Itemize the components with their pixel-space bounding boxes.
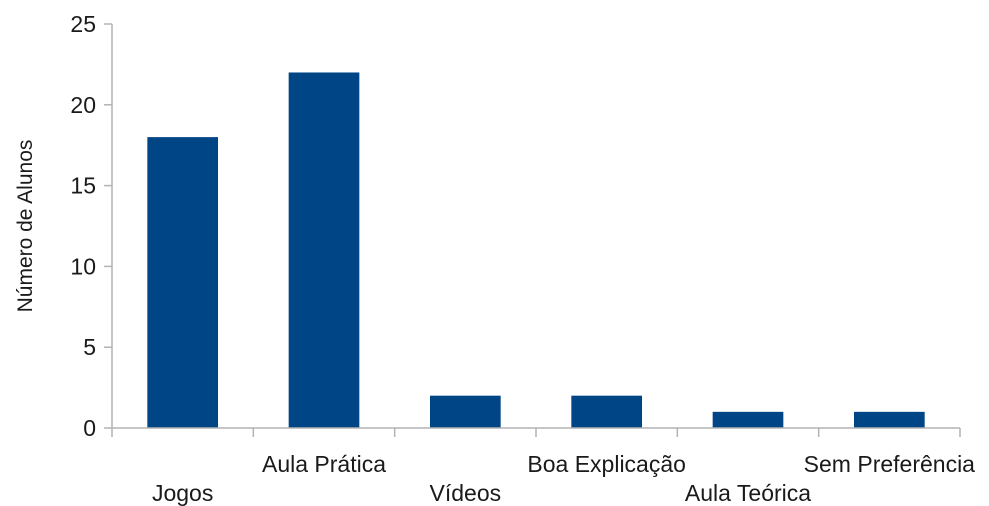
y-tick-label: 20 xyxy=(70,92,96,118)
y-axis-ticks xyxy=(104,23,112,429)
x-category-label: Boa Explicação xyxy=(527,451,686,477)
x-category-label: Aula Prática xyxy=(262,451,386,477)
x-axis-ticks xyxy=(111,428,961,437)
bar-sem-preferencia xyxy=(854,411,925,428)
bar-boa-explicacao xyxy=(571,395,642,428)
y-tick-label: 5 xyxy=(83,334,96,360)
x-category-label: Sem Preferência xyxy=(804,451,976,477)
bar-videos xyxy=(430,395,501,428)
y-tick-labels: 0 5 10 15 20 25 xyxy=(70,11,96,441)
y-tick-label: 15 xyxy=(70,173,96,199)
y-tick-label: 25 xyxy=(70,11,96,37)
bar-aula-pratica xyxy=(288,72,360,428)
bar-jogos xyxy=(147,137,218,428)
y-tick-label: 10 xyxy=(70,253,96,279)
y-tick-label: 0 xyxy=(83,415,96,441)
bar-aula-teorica xyxy=(712,411,784,428)
x-category-label: Vídeos xyxy=(430,480,502,506)
bars xyxy=(147,72,925,428)
x-category-label: Aula Teórica xyxy=(685,480,811,506)
x-category-label: Jogos xyxy=(152,480,213,506)
x-category-labels: Jogos Aula Prática Vídeos Boa Explicação Aul… xyxy=(152,451,975,506)
y-axis-title: Número de Alunos xyxy=(14,140,37,313)
